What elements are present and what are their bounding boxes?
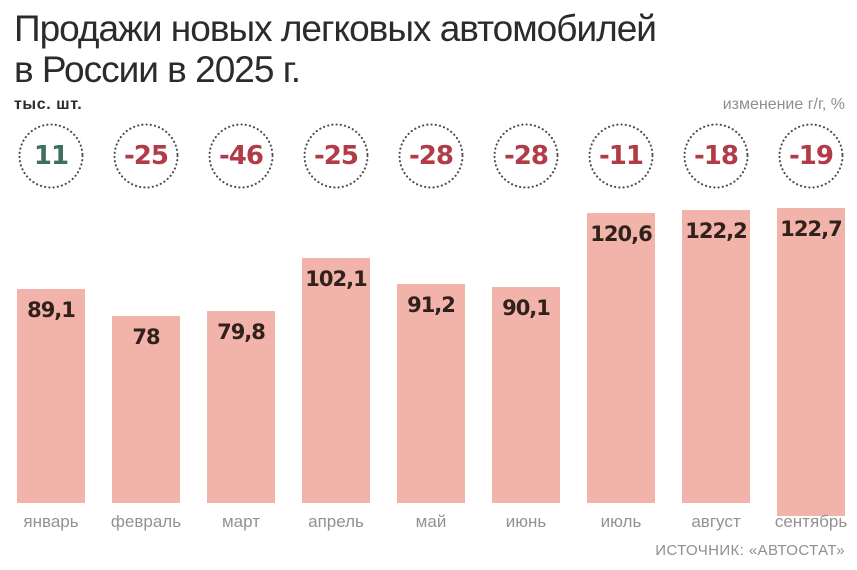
bar-value-label: 122,7	[780, 217, 842, 242]
x-axis-label: апрель	[308, 511, 364, 531]
dotted-circle-icon	[303, 123, 369, 189]
source-note: ИСТОЧНИК: «АВТОСТАТ»	[655, 542, 845, 559]
change-value: -46	[219, 140, 264, 171]
x-axis-label: март	[221, 511, 260, 531]
bar-area: 78	[112, 207, 180, 503]
change-value: -18	[694, 140, 739, 171]
change-badge: -25	[303, 123, 369, 189]
change-badge: 11	[18, 123, 84, 189]
bar-value-label: 78	[132, 324, 160, 349]
change-value: -25	[314, 140, 359, 171]
change-badge: -11	[588, 123, 654, 189]
change-value: 11	[33, 140, 69, 171]
bar: 102,1	[302, 257, 370, 503]
bar-value-label: 91,2	[407, 292, 456, 317]
x-axis-label: июнь	[505, 511, 547, 531]
bar-chart: 11 89,1 январь -25 78 февраль -46 79,8 март -25 10…	[14, 123, 848, 532]
dotted-circle-icon	[113, 123, 179, 189]
chart-column: -25 78 февраль	[110, 123, 182, 532]
x-axis-label: февраль	[110, 511, 182, 531]
change-badge: -18	[683, 123, 749, 189]
bar-area: 122,7	[777, 207, 845, 516]
units-row: тыс. шт. изменение г/г, %	[14, 96, 845, 114]
y-units-label: тыс. шт.	[14, 95, 83, 113]
change-value: -25	[124, 140, 169, 171]
change-value: -11	[599, 140, 644, 171]
change-badge: -25	[113, 123, 179, 189]
dotted-circle-icon	[208, 123, 274, 189]
x-axis-label: август	[691, 511, 741, 531]
change-badge: -28	[493, 123, 559, 189]
bar: 122,7	[777, 208, 845, 516]
x-axis-label: сентябрь	[774, 511, 848, 531]
bar: 78	[112, 315, 180, 503]
x-axis-label: июль	[600, 511, 642, 531]
chart-column: -28 90,1 июнь	[492, 123, 560, 532]
bar: 120,6	[587, 213, 655, 503]
bar-value-label: 122,2	[685, 218, 747, 243]
page-title: Продажи новых легковых автомобилей в Рос…	[14, 8, 657, 91]
bar-area: 122,2	[682, 207, 750, 503]
bar-area: 102,1	[302, 207, 370, 503]
chart-column: -28 91,2 май	[397, 123, 465, 532]
change-value: -19	[789, 140, 834, 171]
bar: 89,1	[17, 289, 85, 503]
bar-value-label: 89,1	[27, 298, 76, 323]
bar-value-label: 120,6	[590, 222, 652, 247]
bar: 122,2	[682, 209, 750, 503]
change-badge: -19	[778, 123, 844, 189]
change-value: -28	[409, 140, 454, 171]
chart-column: -19 122,7 сентябрь	[774, 123, 848, 532]
x-axis-label: январь	[23, 511, 79, 531]
bar: 91,2	[397, 283, 465, 503]
bar: 90,1	[492, 286, 560, 503]
bar-value-label: 102,1	[305, 266, 367, 291]
bar-area: 90,1	[492, 207, 560, 503]
bar-area: 120,6	[587, 207, 655, 503]
change-value: -28	[504, 140, 549, 171]
change-badge: -28	[398, 123, 464, 189]
dotted-circle-icon	[398, 123, 464, 189]
chart-column: 11 89,1 январь	[17, 123, 85, 532]
x-axis-label: май	[415, 511, 447, 531]
dotted-circle-icon	[683, 123, 749, 189]
change-badge: -46	[208, 123, 274, 189]
bar-area: 89,1	[17, 207, 85, 503]
dotted-circle-icon	[588, 123, 654, 189]
bar-value-label: 79,8	[217, 320, 266, 345]
chart-column: -46 79,8 март	[207, 123, 275, 532]
dotted-circle-icon	[778, 123, 844, 189]
bar: 79,8	[207, 311, 275, 503]
change-units-label: изменение г/г, %	[722, 95, 845, 113]
dotted-circle-icon	[18, 123, 84, 189]
chart-column: -18 122,2 август	[682, 123, 750, 532]
bar-value-label: 90,1	[502, 295, 551, 320]
chart-column: -11 120,6 июль	[587, 123, 655, 532]
dotted-circle-icon	[493, 123, 559, 189]
bar-area: 91,2	[397, 207, 465, 503]
bar-area: 79,8	[207, 207, 275, 503]
chart-column: -25 102,1 апрель	[302, 123, 370, 532]
